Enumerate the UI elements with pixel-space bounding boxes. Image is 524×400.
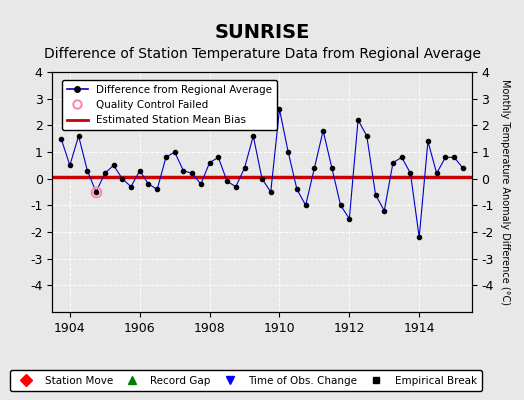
Text: SUNRISE: SUNRISE [214, 23, 310, 42]
Text: Difference of Station Temperature Data from Regional Average: Difference of Station Temperature Data f… [43, 47, 481, 61]
Text: Berkeley Earth: Berkeley Earth [410, 382, 482, 392]
Legend: Station Move, Record Gap, Time of Obs. Change, Empirical Break: Station Move, Record Gap, Time of Obs. C… [10, 370, 482, 391]
Y-axis label: Monthly Temperature Anomaly Difference (°C): Monthly Temperature Anomaly Difference (… [500, 79, 510, 305]
Legend: Difference from Regional Average, Quality Control Failed, Estimated Station Mean: Difference from Regional Average, Qualit… [62, 80, 277, 130]
